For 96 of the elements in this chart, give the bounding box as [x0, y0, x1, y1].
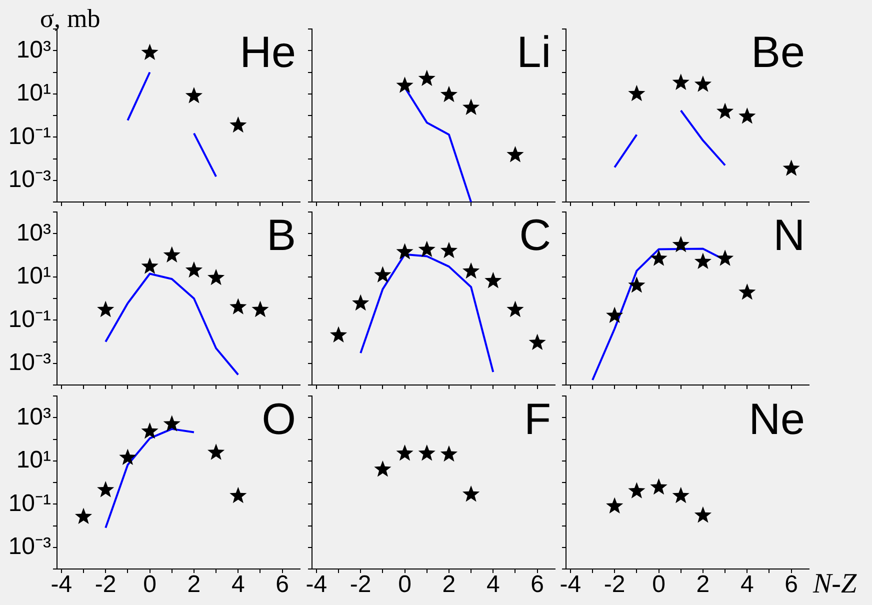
chart-title: N: [773, 211, 805, 260]
point: [672, 74, 690, 90]
x-tick-label: 0: [143, 571, 156, 598]
point: [672, 486, 690, 504]
point: [330, 326, 348, 343]
x-tick-label: 2: [187, 571, 201, 598]
point: [672, 236, 690, 252]
chart-title: Ne: [748, 395, 805, 444]
point: [440, 86, 458, 102]
point: [738, 283, 756, 300]
chart-title: O: [262, 395, 296, 444]
point: [694, 252, 712, 270]
point: [207, 444, 225, 460]
point: [374, 266, 392, 282]
x-tick-label: 4: [486, 571, 500, 598]
point: [462, 485, 480, 502]
point: [716, 102, 734, 119]
point: [650, 478, 668, 495]
point: [606, 306, 624, 323]
point: [97, 481, 114, 498]
x-tick-label: 0: [398, 571, 412, 598]
x-tick-label: 2: [696, 571, 710, 598]
x-tick-label: -2: [350, 571, 372, 598]
x-tick-label: -2: [94, 571, 116, 598]
point: [352, 294, 370, 311]
point: [462, 262, 480, 279]
point: [396, 243, 414, 260]
point: [628, 276, 646, 293]
point: [230, 486, 247, 504]
y-tick-label: 10⁻³: [8, 349, 52, 376]
y-tick-label: 10⁻¹: [8, 306, 52, 333]
y-tick-label: 10¹: [16, 262, 52, 290]
x-tick-label: 6: [530, 571, 544, 598]
y-tick-label: 10⁻¹: [8, 122, 52, 150]
x-tick-label: -4: [50, 571, 72, 598]
point: [418, 444, 436, 461]
point: [230, 116, 247, 133]
point: [97, 300, 114, 318]
y-tick-label: 10³: [16, 36, 52, 64]
y-axis-title: σ, mb: [40, 4, 100, 33]
y-tick-label: 10³: [16, 403, 52, 430]
point: [74, 508, 92, 524]
y-tick-label: 10⁻³: [8, 533, 52, 560]
chart-title: Be: [751, 28, 805, 78]
point: [185, 261, 203, 278]
y-tick-label: 10³: [16, 219, 52, 246]
chart-title: Li: [516, 28, 551, 78]
point: [440, 242, 458, 258]
point: [163, 246, 180, 263]
point: [628, 84, 646, 102]
point: [440, 445, 458, 462]
point: [506, 146, 524, 162]
point: [716, 250, 734, 266]
point: [694, 76, 712, 92]
point: [207, 268, 225, 286]
point: [230, 298, 247, 314]
x-tick-label: 6: [784, 571, 798, 598]
x-tick-label: -2: [604, 571, 626, 598]
point: [374, 460, 392, 477]
point: [484, 272, 502, 288]
x-tick-label: 0: [652, 571, 666, 598]
y-tick-label: 10⁻³: [8, 166, 52, 193]
point: [506, 300, 524, 318]
point: [694, 506, 712, 523]
point: [163, 415, 180, 432]
point: [185, 86, 203, 104]
point: [396, 444, 414, 461]
point: [119, 448, 136, 465]
point: [418, 70, 436, 86]
chart-title: He: [240, 28, 296, 78]
point: [418, 240, 436, 258]
x-tick-label: -4: [306, 571, 328, 598]
point: [528, 334, 546, 350]
chart-title: B: [266, 211, 296, 260]
x-tick-label: 2: [442, 571, 456, 598]
x-tick-label: 6: [276, 571, 290, 598]
point: [141, 422, 158, 439]
point: [782, 160, 800, 176]
x-tick-label: 4: [740, 571, 754, 598]
point: [738, 107, 756, 124]
point: [252, 300, 269, 318]
point: [462, 98, 480, 115]
x-tick-label: -4: [560, 571, 582, 598]
point: [396, 76, 414, 93]
y-tick-label: 10¹: [16, 80, 52, 106]
chart-title: F: [524, 395, 551, 444]
point: [141, 44, 158, 60]
y-tick-label: 10⁻¹: [8, 490, 52, 517]
x-tick-label: 4: [231, 571, 245, 598]
point: [650, 250, 668, 266]
x-axis-title: N-Z: [812, 568, 857, 600]
y-tick-label: 10¹: [16, 446, 52, 474]
chart-title: C: [519, 211, 551, 260]
point: [628, 482, 646, 498]
point: [141, 258, 158, 274]
point: [606, 497, 624, 514]
